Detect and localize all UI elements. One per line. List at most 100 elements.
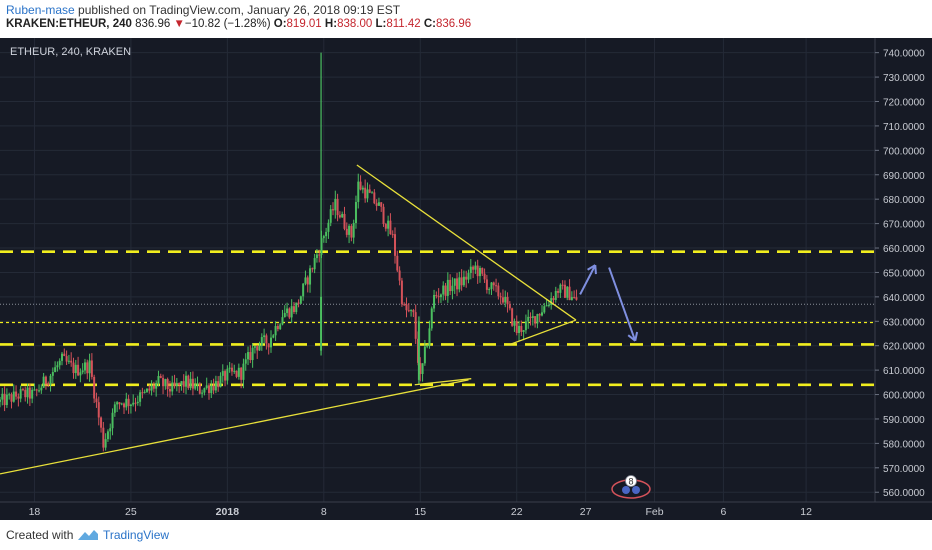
candle-body [235, 370, 238, 377]
candle-body [258, 345, 261, 351]
candle-body [269, 337, 272, 348]
candle-body [361, 187, 364, 190]
candle-body [382, 206, 385, 225]
price-tick-label: 590.0000 [883, 415, 925, 426]
candle-body [70, 360, 73, 363]
price-tick-label: 630.0000 [883, 317, 925, 328]
candle-body [230, 367, 233, 372]
candle-body [129, 404, 132, 406]
candle-body [499, 296, 502, 298]
price-tick-label: 700.0000 [883, 146, 925, 157]
candle-body [42, 376, 45, 388]
price-tick-label: 620.0000 [883, 342, 925, 353]
candle-body [529, 316, 532, 318]
candle-body [182, 381, 185, 387]
candle-body [359, 181, 362, 190]
candle-body [26, 387, 29, 398]
candle-body [191, 378, 194, 389]
events-badge[interactable]: 8 [611, 475, 651, 499]
candle-body [256, 346, 259, 351]
candle-body [189, 378, 192, 388]
time-tick-label: 2018 [216, 506, 240, 518]
down-triangle-icon: ▼ [173, 18, 185, 30]
time-tick-label: 12 [800, 506, 812, 518]
candle-body [467, 273, 470, 280]
chart-header: Ruben-mase published on TradingView.com,… [0, 0, 932, 38]
candles [0, 52, 578, 452]
candle-body [260, 337, 263, 346]
candle-body [201, 392, 204, 394]
candle-body [453, 278, 456, 286]
price-tick-label: 670.0000 [883, 220, 925, 231]
candle-body [403, 304, 406, 306]
candle-body [545, 305, 548, 307]
candle-body [522, 330, 525, 332]
candle-body [354, 201, 357, 224]
candle-body [61, 353, 64, 361]
time-tick-label: 6 [721, 506, 727, 518]
candle-body [554, 290, 557, 300]
time-tick-label: Feb [645, 506, 663, 518]
candle-body [162, 377, 165, 387]
price-tick-label: 710.0000 [883, 122, 925, 133]
candle-body [159, 376, 162, 378]
candle-body [217, 381, 220, 388]
candle-body [104, 439, 107, 448]
tradingview-cloud-icon [78, 530, 98, 540]
candle-body [155, 383, 158, 389]
price-tick-label: 660.0000 [883, 244, 925, 255]
candle-body [547, 304, 550, 306]
candle-body [205, 385, 208, 389]
candle-body [90, 360, 93, 377]
projection-arrow-shaft [608, 267, 637, 342]
candle-body [72, 362, 75, 374]
candle-body [469, 266, 472, 274]
time-axis[interactable]: 18 25 2018 8 15 22 27 Feb 6 12 [29, 506, 812, 518]
candle-body [288, 308, 291, 318]
candle-body [276, 326, 279, 330]
price-tick-label: 650.0000 [883, 268, 925, 279]
candle-body [400, 280, 403, 305]
price-chart[interactable]: 560.0000 570.0000 580.0000 590.0000 600.0000… [0, 38, 932, 520]
candle-body [145, 388, 148, 392]
horizontal-levels [0, 250, 875, 387]
price-tick-label: 740.0000 [883, 49, 925, 60]
candle-body [474, 265, 477, 270]
candle-body [561, 284, 564, 286]
price-tick-label: 680.0000 [883, 195, 925, 206]
candle-body [168, 389, 171, 392]
candle-body [524, 321, 527, 331]
projection-arrows [579, 264, 639, 342]
candle-body [568, 286, 571, 301]
candle-body [95, 398, 98, 403]
candle-body [309, 268, 312, 285]
candle-body [368, 189, 371, 193]
candle-body [318, 254, 321, 256]
candle-body [106, 431, 109, 440]
tradingview-brand[interactable]: TradingView [103, 528, 170, 542]
candle-body [207, 385, 210, 394]
price-axis[interactable]: 560.0000 570.0000 580.0000 590.0000 600.0000… [875, 49, 925, 500]
candle-body [15, 391, 18, 397]
candle-body [38, 390, 41, 392]
candle-body [100, 417, 103, 428]
candle-body [373, 192, 376, 204]
candle-body [430, 308, 433, 329]
candle-body [412, 310, 415, 313]
candle-body [513, 321, 516, 326]
published-text: published on TradingView.com, January 26… [78, 3, 401, 17]
candle-body [180, 381, 183, 386]
candle-body [8, 394, 11, 396]
candle-body [311, 268, 314, 270]
candle-body [566, 286, 569, 298]
candle-body [306, 277, 309, 285]
candle-body [334, 198, 337, 211]
candle-body [224, 371, 227, 381]
candle-body [570, 297, 573, 301]
candle-body [86, 362, 89, 374]
time-tick-label: 8 [321, 506, 327, 518]
candle-body [435, 294, 438, 297]
author-link[interactable]: Ruben-mase [6, 3, 75, 17]
candle-body [387, 220, 390, 229]
candle-body [35, 389, 38, 391]
